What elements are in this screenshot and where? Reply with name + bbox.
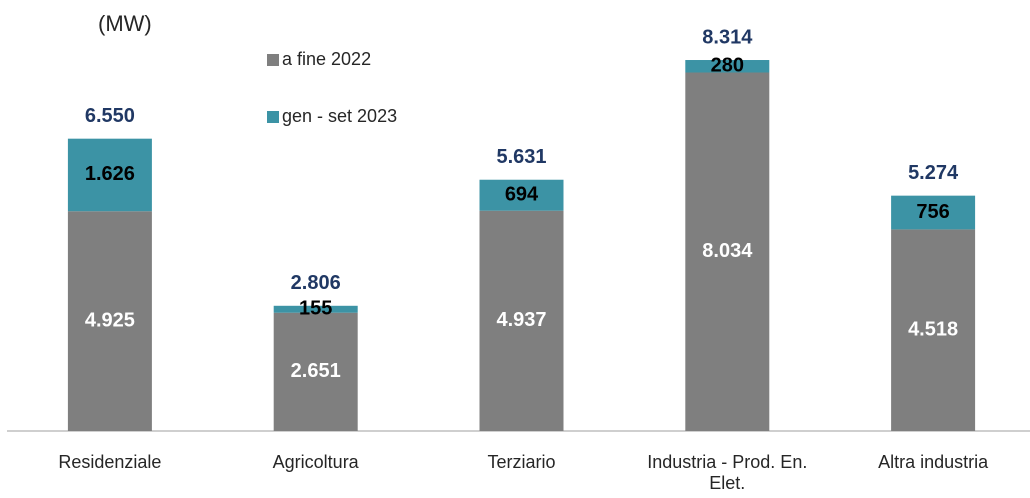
value-label: 4.937 — [496, 309, 546, 331]
bar-segment — [67, 138, 152, 212]
value-label: 694 — [505, 183, 539, 205]
bar-segment — [479, 210, 564, 431]
bar-segment — [891, 195, 976, 230]
bar-segment — [273, 305, 358, 313]
bar-segment — [685, 60, 770, 73]
x-tick-label: Altra industria — [878, 452, 989, 472]
total-label: 5.631 — [496, 146, 546, 168]
total-label: 2.806 — [291, 272, 341, 294]
x-tick-label: Residenziale — [58, 452, 162, 472]
x-tick-label: Agricoltura — [272, 452, 359, 472]
x-tick-label: Industria - Prod. En. Elet. — [647, 452, 808, 493]
value-label: 2.651 — [291, 360, 341, 382]
x-tick-label: Terziario — [487, 452, 556, 472]
value-label: 8.034 — [702, 240, 753, 262]
bar-segment — [67, 211, 152, 431]
legend-swatch — [267, 54, 279, 66]
value-label: 4.518 — [908, 318, 958, 340]
total-label: 6.550 — [85, 105, 135, 127]
legend-label: gen - set 2023 — [282, 106, 397, 126]
total-label: 8.314 — [702, 26, 753, 48]
value-label: 1.626 — [85, 163, 135, 185]
value-label: 155 — [299, 298, 332, 320]
legend-swatch — [267, 111, 279, 123]
bar-segment — [891, 229, 976, 431]
value-label: 756 — [916, 201, 949, 223]
value-label: 280 — [711, 55, 744, 77]
y-axis-label: (MW) — [98, 11, 152, 36]
bar-segment — [479, 179, 564, 211]
bar-segment — [273, 312, 358, 431]
legend-label: a fine 2022 — [282, 49, 371, 69]
total-label: 5.274 — [908, 162, 959, 184]
bar-segment — [685, 72, 770, 431]
value-label: 4.925 — [85, 309, 135, 331]
